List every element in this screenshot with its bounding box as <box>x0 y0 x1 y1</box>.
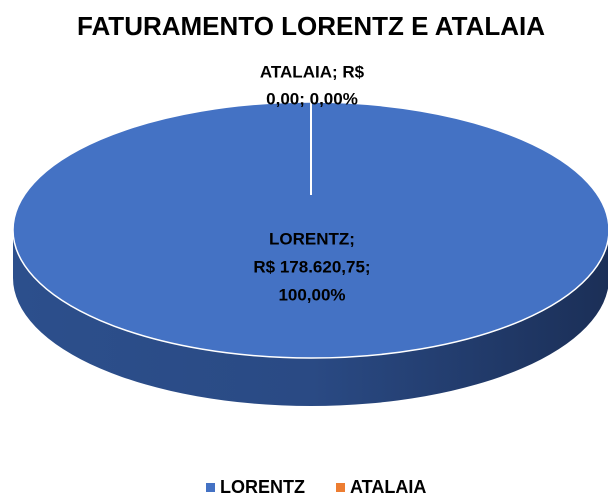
data-label: 0,00; 0,00% <box>266 89 358 108</box>
pie-side <box>13 230 608 406</box>
legend-swatch <box>206 483 215 492</box>
legend-label: LORENTZ <box>220 477 305 497</box>
data-label: ATALAIA; R$ <box>260 62 365 81</box>
data-label: R$ 178.620,75; <box>253 257 370 276</box>
data-label: LORENTZ; <box>269 229 355 248</box>
legend-swatch <box>336 483 345 492</box>
legend-label: ATALAIA <box>350 477 426 497</box>
data-label: 100,00% <box>278 285 345 304</box>
chart-title: FATURAMENTO LORENTZ E ATALAIA <box>77 11 545 41</box>
